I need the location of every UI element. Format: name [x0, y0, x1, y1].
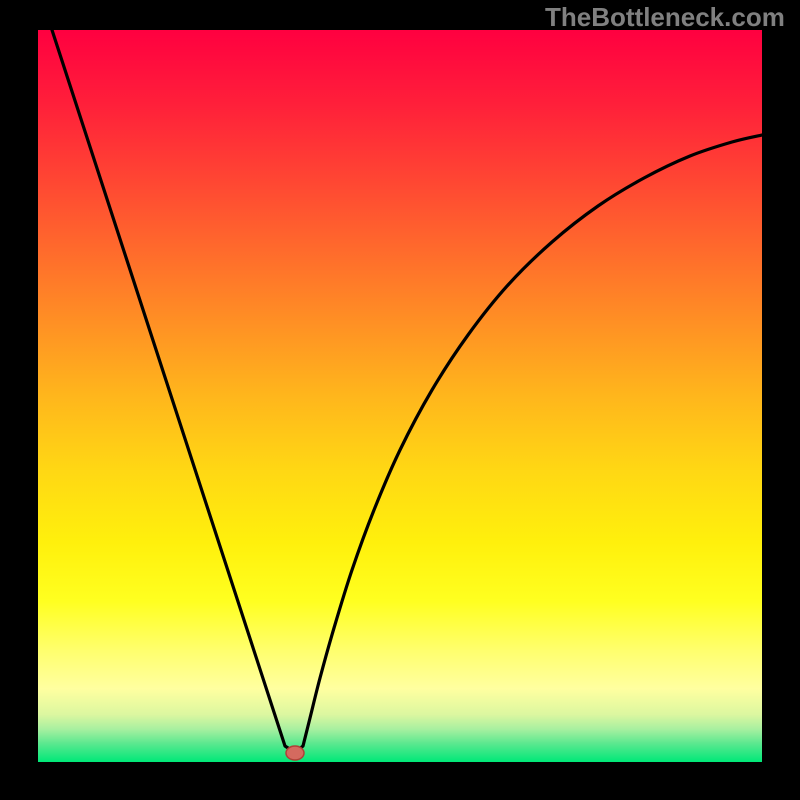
watermark-text: TheBottleneck.com [545, 2, 785, 33]
curve-line [52, 30, 762, 750]
minimum-marker-dot [286, 746, 304, 760]
plot-area [38, 30, 762, 762]
outer-frame: TheBottleneck.com [0, 0, 800, 800]
curve-overlay [38, 30, 762, 762]
